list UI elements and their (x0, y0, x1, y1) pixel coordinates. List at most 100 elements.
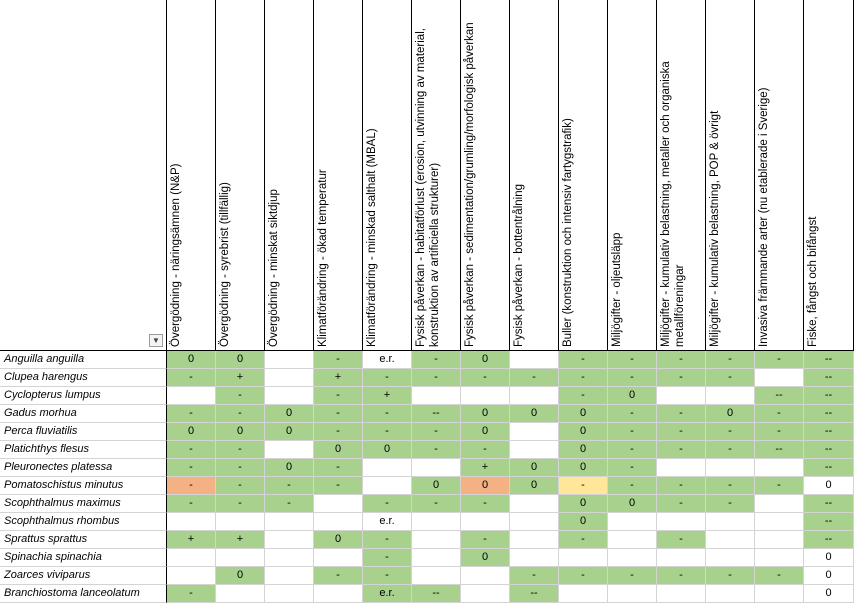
table-cell[interactable]: - (559, 567, 608, 585)
table-cell[interactable] (461, 387, 510, 405)
table-cell[interactable]: 0 (167, 351, 216, 369)
table-cell[interactable]: 0 (216, 351, 265, 369)
table-cell[interactable]: - (167, 369, 216, 387)
table-cell[interactable]: - (412, 495, 461, 513)
column-header[interactable]: Invasiva främmande arter (nu etablerade … (755, 0, 804, 351)
species-row-label[interactable]: Scophthalmus maximus (0, 495, 167, 513)
table-cell[interactable] (755, 459, 804, 477)
table-cell[interactable]: - (706, 441, 755, 459)
species-header-cell[interactable]: ▼ (0, 0, 167, 351)
table-cell[interactable]: - (559, 531, 608, 549)
table-cell[interactable] (265, 351, 314, 369)
column-header[interactable]: Övergödning - syrebrist (tillfällig) (216, 0, 265, 351)
column-header[interactable]: Fysisk påverkan - habitatförlust (erosio… (412, 0, 461, 351)
table-cell[interactable]: - (314, 477, 363, 495)
table-cell[interactable]: - (363, 567, 412, 585)
species-row-label[interactable]: Perca fluviatilis (0, 423, 167, 441)
table-cell[interactable] (167, 549, 216, 567)
table-cell[interactable] (167, 513, 216, 531)
column-header[interactable]: Klimatförändring - minskad salthalt (MBA… (363, 0, 412, 351)
table-cell[interactable]: - (314, 387, 363, 405)
species-row-label[interactable]: Sprattus sprattus (0, 531, 167, 549)
table-cell[interactable]: -- (804, 369, 854, 387)
table-cell[interactable]: - (363, 369, 412, 387)
table-cell[interactable] (412, 513, 461, 531)
table-cell[interactable]: 0 (510, 405, 559, 423)
table-cell[interactable] (265, 513, 314, 531)
table-cell[interactable] (167, 567, 216, 585)
species-row-label[interactable]: Anguilla anguilla (0, 351, 167, 369)
table-cell[interactable] (608, 549, 657, 567)
table-cell[interactable] (706, 459, 755, 477)
table-cell[interactable]: e.r. (363, 351, 412, 369)
table-cell[interactable]: 0 (314, 531, 363, 549)
table-cell[interactable]: - (216, 405, 265, 423)
table-cell[interactable]: - (559, 477, 608, 495)
table-cell[interactable] (706, 549, 755, 567)
table-cell[interactable]: - (363, 531, 412, 549)
table-cell[interactable]: -- (804, 495, 854, 513)
species-row-label[interactable]: Pleuronectes platessa (0, 459, 167, 477)
table-cell[interactable] (755, 531, 804, 549)
table-cell[interactable]: - (167, 441, 216, 459)
table-cell[interactable]: - (657, 405, 706, 423)
table-cell[interactable]: - (314, 405, 363, 423)
table-cell[interactable] (510, 423, 559, 441)
table-cell[interactable]: - (167, 495, 216, 513)
table-cell[interactable]: - (314, 459, 363, 477)
table-cell[interactable]: -- (804, 423, 854, 441)
table-cell[interactable]: - (510, 567, 559, 585)
table-cell[interactable]: - (608, 369, 657, 387)
species-row-label[interactable]: Cyclopterus lumpus (0, 387, 167, 405)
table-cell[interactable]: - (657, 477, 706, 495)
table-cell[interactable]: -- (412, 405, 461, 423)
table-cell[interactable]: - (363, 423, 412, 441)
table-cell[interactable]: - (608, 441, 657, 459)
table-cell[interactable]: - (608, 477, 657, 495)
table-cell[interactable] (265, 387, 314, 405)
table-cell[interactable] (706, 585, 755, 603)
column-header[interactable]: Övergödning - minskat siktdjup (265, 0, 314, 351)
table-cell[interactable] (412, 459, 461, 477)
table-cell[interactable] (363, 477, 412, 495)
table-cell[interactable] (608, 513, 657, 531)
table-cell[interactable]: -- (755, 441, 804, 459)
table-cell[interactable] (755, 495, 804, 513)
table-cell[interactable]: - (314, 423, 363, 441)
table-cell[interactable]: - (657, 531, 706, 549)
column-header[interactable]: Övergödning - näringsämnen (N&P) (167, 0, 216, 351)
table-cell[interactable] (216, 513, 265, 531)
table-cell[interactable]: - (755, 351, 804, 369)
table-cell[interactable]: 0 (559, 495, 608, 513)
table-cell[interactable] (657, 459, 706, 477)
species-row-label[interactable]: Gadus morhua (0, 405, 167, 423)
table-cell[interactable]: -- (804, 459, 854, 477)
table-cell[interactable]: - (461, 531, 510, 549)
table-cell[interactable] (706, 531, 755, 549)
table-cell[interactable]: 0 (804, 585, 854, 603)
table-cell[interactable]: 0 (559, 459, 608, 477)
table-cell[interactable]: - (706, 567, 755, 585)
table-cell[interactable] (314, 495, 363, 513)
table-cell[interactable] (314, 513, 363, 531)
table-cell[interactable]: 0 (314, 441, 363, 459)
table-cell[interactable]: -- (510, 585, 559, 603)
table-cell[interactable]: - (216, 387, 265, 405)
table-cell[interactable] (657, 585, 706, 603)
table-cell[interactable]: 0 (804, 549, 854, 567)
table-cell[interactable] (167, 387, 216, 405)
table-cell[interactable]: + (216, 369, 265, 387)
table-cell[interactable]: -- (804, 405, 854, 423)
table-cell[interactable]: - (608, 423, 657, 441)
table-cell[interactable]: -- (804, 531, 854, 549)
table-cell[interactable] (755, 513, 804, 531)
table-cell[interactable]: 0 (559, 441, 608, 459)
species-row-label[interactable]: Pomatoschistus minutus (0, 477, 167, 495)
table-cell[interactable] (559, 585, 608, 603)
table-cell[interactable] (510, 549, 559, 567)
table-cell[interactable]: - (755, 405, 804, 423)
species-row-label[interactable]: Platichthys flesus (0, 441, 167, 459)
table-cell[interactable]: e.r. (363, 513, 412, 531)
table-cell[interactable]: - (216, 477, 265, 495)
